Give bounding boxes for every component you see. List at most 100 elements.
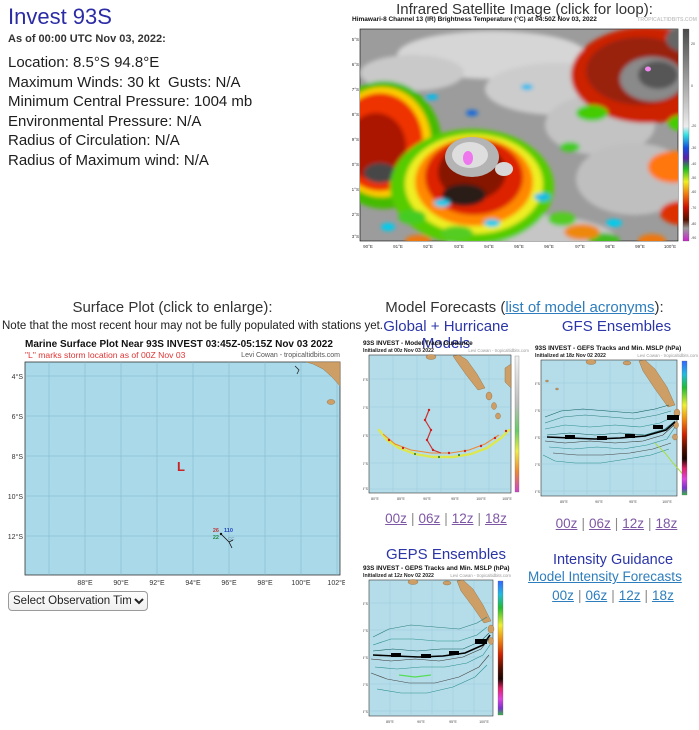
svg-text:100°E: 100°E bbox=[291, 579, 310, 587]
gfs-credit: Levi Cowan - tropicaltidbits.com bbox=[637, 353, 698, 358]
gfs-link-18z[interactable]: 18z bbox=[655, 516, 678, 531]
observation-time-select[interactable]: Select Observation Time... bbox=[8, 591, 148, 611]
surface-station-barb-top bbox=[294, 365, 300, 375]
svg-text:98°E: 98°E bbox=[257, 579, 273, 587]
gfs-init-time: Initialized at 18z Nov 02 2022 bbox=[535, 353, 606, 359]
geps-ensemble-tracks bbox=[370, 616, 491, 694]
geps-ensembles-subheader: GEPS Ensembles bbox=[385, 546, 507, 563]
geps-lon-axis: 85°E 90°E 95°E 100°E bbox=[386, 720, 489, 724]
svg-text:-80: -80 bbox=[691, 222, 696, 226]
geps-map-svg: 5°S 10°S 15°S 20°S 25°S 85°E 90°E 95°E 1… bbox=[360, 579, 504, 724]
svg-text:6°S: 6°S bbox=[12, 413, 24, 421]
svg-text:10°S: 10°S bbox=[8, 493, 24, 501]
svg-text:100°E: 100°E bbox=[664, 244, 676, 249]
storm-location-marker: L bbox=[177, 459, 185, 474]
svg-text:6°S: 6°S bbox=[352, 62, 359, 67]
gfs-lat-axis: 5°S 10°S 15°S 20°S 25°S bbox=[532, 382, 541, 494]
satellite-map-svg: 5°S 6°S 7°S 8°S 9°S 10°S 11°S 12°S 13°S … bbox=[349, 28, 696, 249]
svg-text:90°E: 90°E bbox=[423, 497, 431, 501]
info-min-pressure: Minimum Central Pressure: 1004 mb bbox=[8, 93, 253, 110]
svg-text:95°E: 95°E bbox=[449, 720, 457, 724]
infrared-satellite-image[interactable]: Himawari-8 Channel 13 (IR) Brightness Te… bbox=[349, 16, 697, 263]
svg-text:12°S: 12°S bbox=[352, 212, 359, 217]
gefs-tracks-image[interactable]: 93S INVEST - GEFS Tracks and Min. MSLP (… bbox=[532, 345, 698, 514]
svg-text:5°S: 5°S bbox=[363, 378, 369, 382]
svg-text:20°S: 20°S bbox=[363, 683, 369, 687]
global-link-06z[interactable]: 06z bbox=[418, 511, 441, 526]
svg-text:CC: CC bbox=[228, 536, 235, 541]
intensity-link-06z[interactable]: 06z bbox=[585, 588, 608, 603]
surface-plot-map[interactable]: Marine Surface Plot Near 93S INVEST 03:4… bbox=[0, 336, 347, 592]
geps-image-title: 93S INVEST - GEPS Tracks and Min. MSLP (… bbox=[363, 565, 510, 572]
surface-map-subtitle: "L" marks storm location as of 00Z Nov 0… bbox=[25, 350, 186, 360]
gfs-map-svg: 5°S 10°S 15°S 20°S 25°S 85°E 90°E 95°E 1… bbox=[532, 359, 688, 504]
model-intensity-forecasts-link[interactable]: Model Intensity Forecasts bbox=[528, 569, 682, 584]
surface-map-credit: Levi Cowan - tropicaltidbits.com bbox=[241, 352, 340, 359]
svg-text:92°E: 92°E bbox=[423, 244, 433, 249]
gfs-link-12z[interactable]: 12z bbox=[622, 516, 645, 531]
svg-text:-40: -40 bbox=[691, 162, 696, 166]
svg-text:15°S: 15°S bbox=[363, 656, 369, 660]
global-link-12z[interactable]: 12z bbox=[451, 511, 474, 526]
svg-text:10°S: 10°S bbox=[363, 629, 369, 633]
model-acronyms-link[interactable]: list of model acronyms bbox=[505, 299, 655, 316]
gfs-image-title: 93S INVEST - GEFS Tracks and Min. MSLP (… bbox=[535, 345, 682, 352]
as-of-timestamp: As of 00:00 UTC Nov 03, 2022: bbox=[8, 33, 166, 45]
svg-text:5°S: 5°S bbox=[352, 37, 359, 42]
svg-text:25°S: 25°S bbox=[363, 487, 369, 491]
global-init-time: Initialized at 00z Nov 03 2022 bbox=[363, 348, 434, 354]
geps-map-land bbox=[407, 579, 495, 645]
svg-text:15°S: 15°S bbox=[363, 434, 369, 438]
global-credit: Levi Cowan - tropicaltidbits.com bbox=[468, 348, 529, 353]
geps-credit: Levi Cowan - tropicaltidbits.com bbox=[450, 573, 511, 578]
geps-lat-axis: 5°S 10°S 15°S 20°S 25°S bbox=[360, 602, 369, 714]
svg-text:90°E: 90°E bbox=[363, 244, 373, 249]
svg-text:9°S: 9°S bbox=[352, 137, 359, 142]
intensity-link-18z[interactable]: 18z bbox=[652, 588, 674, 603]
gfs-link-06z[interactable]: 06z bbox=[588, 516, 611, 531]
info-location: Location: 8.5°S 94.8°E bbox=[8, 54, 160, 71]
svg-text:85°E: 85°E bbox=[397, 497, 405, 501]
surface-map-title: Marine Surface Plot Near 93S INVEST 03:4… bbox=[25, 339, 333, 350]
page-title: Invest 93S bbox=[8, 4, 112, 29]
global-models-subheader: Global + Hurricane Models bbox=[383, 318, 509, 352]
svg-text:11°S: 11°S bbox=[352, 187, 359, 192]
intensity-link-00z[interactable]: 00z bbox=[552, 588, 574, 603]
svg-text:25°S: 25°S bbox=[535, 490, 541, 494]
global-map-land bbox=[425, 354, 512, 420]
svg-text:22: 22 bbox=[213, 535, 219, 541]
global-link-18z[interactable]: 18z bbox=[485, 511, 507, 526]
storm-info-block: Location: 8.5°S 94.8°E Maximum Winds: 30… bbox=[8, 53, 252, 170]
model-forecasts-heading: Model Forecasts (list of model acronyms)… bbox=[385, 299, 664, 316]
geps-colorbar bbox=[497, 580, 504, 716]
svg-text:10°S: 10°S bbox=[535, 409, 541, 413]
svg-text:90°E: 90°E bbox=[595, 500, 603, 504]
svg-text:8°S: 8°S bbox=[12, 453, 24, 461]
svg-text:110: 110 bbox=[224, 528, 233, 534]
svg-text:0: 0 bbox=[691, 84, 693, 88]
gfs-lon-axis: 85°E 90°E 95°E 100°E bbox=[560, 500, 672, 504]
svg-text:5°S: 5°S bbox=[535, 382, 541, 386]
intensity-link-12z[interactable]: 12z bbox=[618, 588, 641, 603]
model-track-guidance-image[interactable]: 93S INVEST - Model Track Guidance Initia… bbox=[360, 340, 529, 511]
svg-text:90°E: 90°E bbox=[113, 579, 129, 587]
svg-text:4°S: 4°S bbox=[12, 373, 24, 381]
gfs-ensemble-tracks bbox=[542, 404, 686, 478]
geps-tracks-image[interactable]: 93S INVEST - GEPS Tracks and Min. MSLP (… bbox=[360, 565, 511, 730]
svg-text:-90: -90 bbox=[691, 236, 696, 240]
svg-text:20°S: 20°S bbox=[363, 462, 369, 466]
svg-text:94°E: 94°E bbox=[484, 244, 494, 249]
global-run-links: 00z | 06z | 12z | 18z bbox=[385, 511, 507, 526]
svg-text:7°S: 7°S bbox=[352, 87, 359, 92]
info-radius-circulation: Radius of Circulation: N/A bbox=[8, 132, 180, 149]
global-link-00z[interactable]: 00z bbox=[385, 511, 407, 526]
svg-text:80°E: 80°E bbox=[371, 497, 379, 501]
gfs-link-00z[interactable]: 00z bbox=[555, 516, 578, 531]
svg-text:92°E: 92°E bbox=[149, 579, 165, 587]
svg-text:5°S: 5°S bbox=[363, 602, 369, 606]
svg-text:102°E: 102°E bbox=[327, 579, 345, 587]
svg-text:26: 26 bbox=[213, 528, 219, 534]
svg-text:13°S: 13°S bbox=[352, 234, 359, 239]
svg-text:105°E: 105°E bbox=[502, 497, 512, 501]
svg-text:25°S: 25°S bbox=[363, 710, 369, 714]
